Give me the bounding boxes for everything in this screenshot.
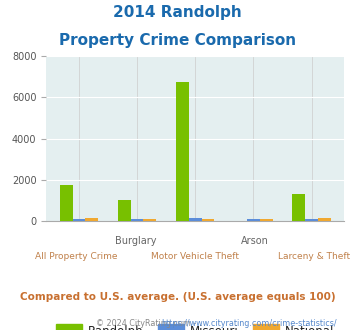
Text: 2014 Randolph: 2014 Randolph: [113, 5, 242, 20]
Text: All Property Crime: All Property Crime: [35, 252, 117, 261]
Bar: [143, 219, 156, 221]
Legend: Randolph, Missouri, National: Randolph, Missouri, National: [52, 319, 339, 330]
Bar: [131, 219, 143, 221]
Text: Arson: Arson: [241, 236, 269, 246]
Text: Compared to U.S. average. (U.S. average equals 100): Compared to U.S. average. (U.S. average …: [20, 292, 335, 302]
Bar: [118, 200, 131, 221]
Bar: [189, 218, 202, 221]
Bar: [60, 185, 72, 221]
Text: https://www.cityrating.com/crime-statistics/: https://www.cityrating.com/crime-statist…: [162, 319, 337, 328]
Bar: [72, 218, 85, 221]
Bar: [318, 218, 331, 221]
Text: Burglary: Burglary: [115, 236, 156, 246]
Bar: [202, 218, 214, 221]
Bar: [305, 218, 318, 221]
Text: Larceny & Theft: Larceny & Theft: [278, 252, 351, 261]
Bar: [260, 219, 273, 221]
Bar: [247, 219, 260, 221]
Text: Motor Vehicle Theft: Motor Vehicle Theft: [151, 252, 239, 261]
Text: Property Crime Comparison: Property Crime Comparison: [59, 33, 296, 48]
Bar: [85, 218, 98, 221]
Text: © 2024 CityRating.com -: © 2024 CityRating.com -: [96, 319, 198, 328]
Bar: [293, 194, 305, 221]
Bar: [176, 82, 189, 221]
